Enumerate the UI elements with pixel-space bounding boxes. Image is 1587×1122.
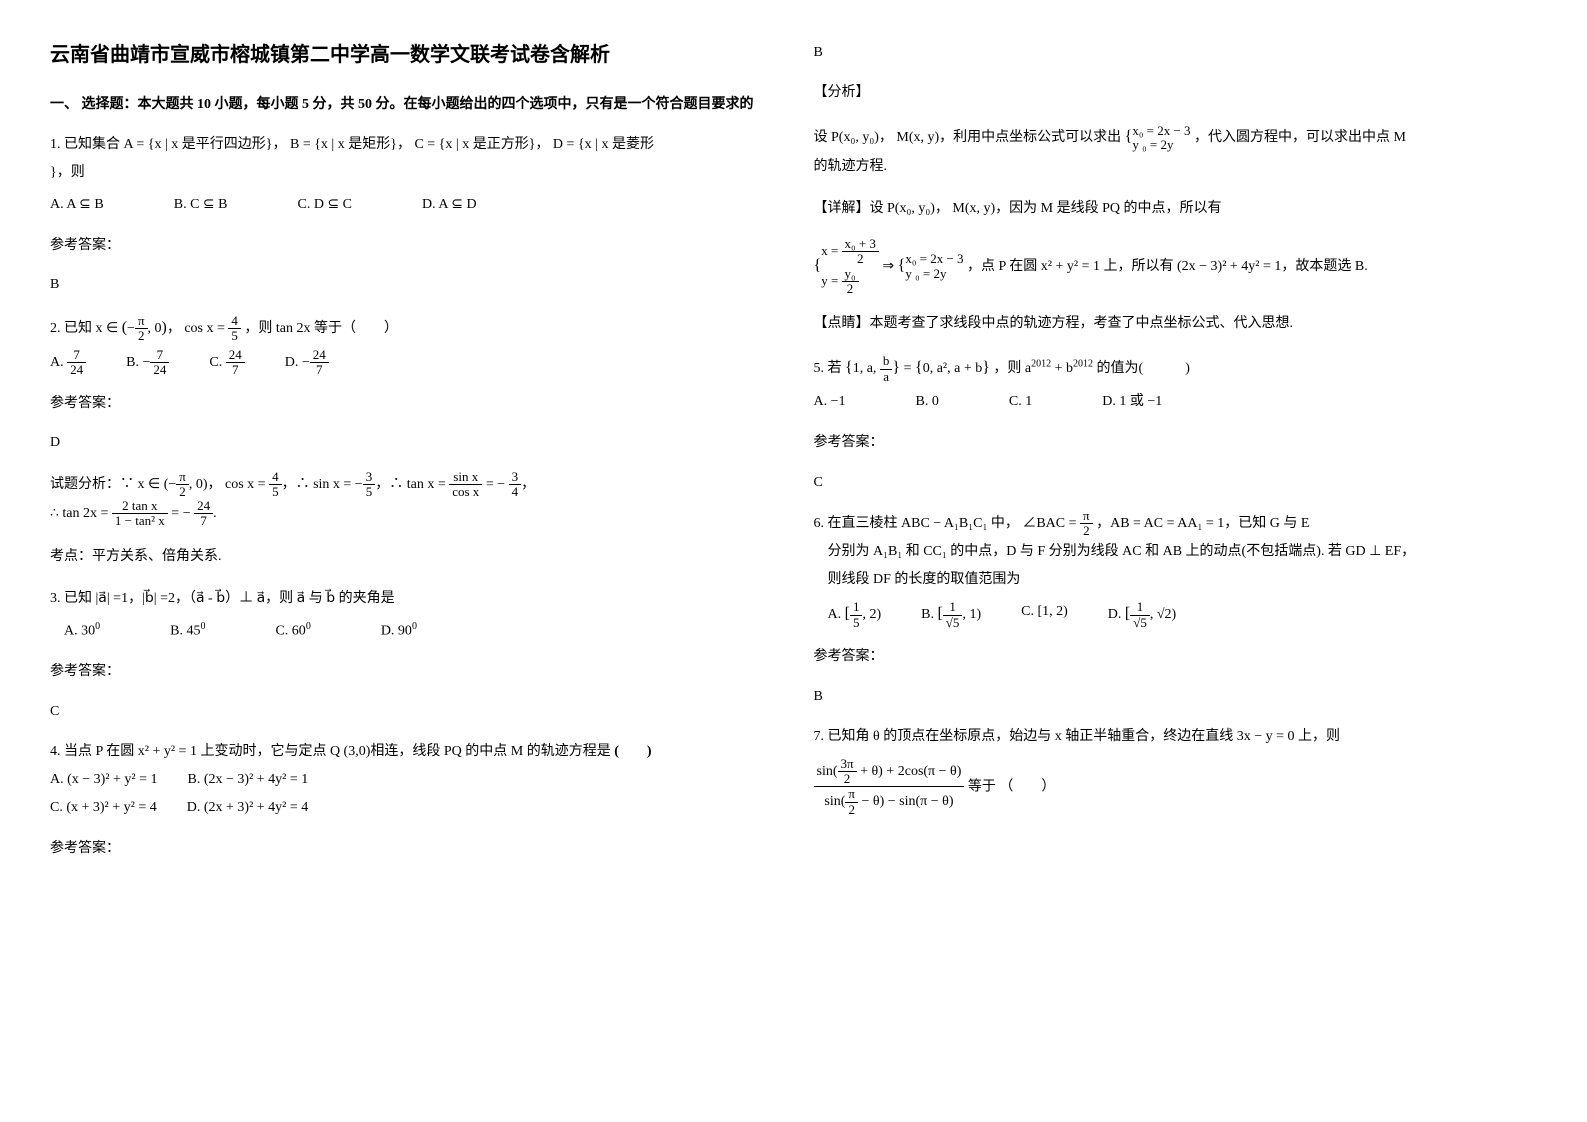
q2-tan-l: tan x = (407, 477, 446, 492)
q2-dd: 7 (310, 363, 329, 377)
question-5: 5. 若 {1, a, ba} = {0, a², a + b} ，则 a201… (814, 352, 1538, 416)
q4-analysis-title: 【分析】 (814, 79, 1538, 107)
q4-opt-d: D. (2x + 3)² + 4y² = 4 (187, 794, 309, 822)
q1-opt-d: D. A ⊆ D (422, 191, 477, 219)
q1-opt-c: C. D ⊆ C (298, 191, 353, 219)
q4-answer: B (814, 40, 1538, 65)
q2-an: 7 (67, 348, 86, 363)
q2-suffix: ，则 tan 2x 等于（ ） (244, 321, 398, 336)
q5-b: B. 0 (916, 388, 939, 416)
q2-answer: D (50, 430, 774, 455)
q2-cdd: 7 (226, 363, 245, 377)
q1-opt-b: B. C ⊆ B (174, 191, 228, 219)
q1-answer-label: 参考答案： (50, 233, 774, 258)
q2-analysis: 试题分析：∵ x ∈ (−π2, 0)， cos x = 45，∴ sin x … (50, 470, 774, 529)
q3-answer: C (50, 699, 774, 724)
q3-d: D. 90 (381, 623, 412, 638)
q1-stem-a: 1. 已知集合 A = {x | x 是平行四边形}， B = {x | x 是… (50, 131, 774, 159)
q2-la: A. (50, 355, 64, 370)
question-7: 7. 已知角 θ 的顶点在坐标原点，始边与 x 轴正半轴重合，终边在直线 3x … (814, 723, 1538, 817)
q4-paren: ( ) (614, 744, 651, 759)
question-1: 1. 已知集合 A = {x | x 是平行四边形}， B = {x | x 是… (50, 131, 774, 219)
q2-ld: D. (285, 355, 299, 370)
q2-td: 4 (509, 485, 522, 499)
q2-bn: 7 (150, 348, 169, 363)
q4-analysis-sys: { x = x₀ + 32 y = y₀2 ⇒ {x₀ = 2x − 3y ₀ … (814, 237, 1538, 296)
q2-l3t: 2 tan x (112, 499, 168, 514)
question-4: 4. 当点 P 在圆 x² + y² = 1 上变动时，它与定点 Q (3,0)… (50, 738, 774, 822)
q2-l3a: tan 2x = (62, 506, 108, 521)
q1-answer: B (50, 272, 774, 297)
q2-sd: 5 (363, 485, 376, 499)
q2-ad: 24 (67, 363, 86, 377)
arrow-icon: ⇒ (882, 259, 894, 274)
q4-analysis-p2: 【详解】设 P(x₀, y₀)， M(x, y)，因为 M 是线段 PQ 的中点… (814, 195, 1538, 223)
q2-x-in: x ∈ (96, 321, 119, 336)
section1-heading: 一、 选择题：本大题共 10 小题，每小题 5 分，共 50 分。在每小题给出的… (50, 92, 774, 117)
q2-lb: B. (126, 355, 139, 370)
q2-l3rn: 24 (194, 499, 213, 514)
q2-options: A. 724 B. −724 C. 247 D. −247 (50, 348, 774, 378)
q2-tfb: cos x (449, 485, 482, 499)
q2-l3bt: 1 − tan² x (112, 514, 168, 528)
q3-stem: 3. 已知 |a⃗| =1，|b⃗| =2，（a⃗ - b⃗）⊥ a⃗，则 a⃗… (50, 585, 774, 613)
q5-answer: C (814, 470, 1538, 495)
page-title: 云南省曲靖市宣威市榕城镇第二中学高一数学文联考试卷含解析 (50, 40, 774, 70)
q2-cnn: 24 (226, 348, 245, 363)
q5-c: C. 1 (1009, 388, 1032, 416)
q2-cos: cos x = (184, 321, 225, 336)
q2-tn: 3 (509, 470, 522, 485)
q2-bd: 24 (150, 363, 169, 377)
q2-keypoint: 考点：平方关系、倍角关系. (50, 543, 774, 571)
q7-tail: 等于 （ ） (968, 779, 1056, 794)
q5-options: A. −1 B. 0 C. 1 D. 1 或 −1 (814, 388, 1538, 416)
q2-tft: sin x (449, 470, 482, 485)
q3-answer-label: 参考答案： (50, 659, 774, 684)
q6-answer: B (814, 684, 1538, 709)
q2-pi-d: 2 (135, 329, 148, 343)
q4-opt-a: A. (x − 3)² + y² = 1 (50, 766, 158, 794)
q1-opt-a: A. A ⊆ B (50, 191, 104, 219)
q2-l3rd: 7 (194, 514, 213, 528)
q4-opt-b: B. (2x − 3)² + 4y² = 1 (188, 766, 309, 794)
question-3: 3. 已知 |a⃗| =1，|b⃗| =2，（a⃗ - b⃗）⊥ a⃗，则 a⃗… (50, 585, 774, 646)
q3-a: A. 30 (64, 623, 95, 638)
left-column: 云南省曲靖市宣威市榕城镇第二中学高一数学文联考试卷含解析 一、 选择题：本大题共… (50, 40, 774, 1082)
q5-d: D. 1 或 −1 (1102, 388, 1162, 416)
q2-sn: 3 (363, 470, 376, 485)
q4-analysis-p1: 设 P(x₀, y₀)， M(x, y)，利用中点坐标公式可以求出 {x₀ = … (814, 121, 1538, 181)
q2-cd: 5 (228, 329, 241, 343)
q2-te: = − (486, 477, 505, 492)
q5-answer-label: 参考答案： (814, 430, 1538, 455)
q1-options: A. A ⊆ B B. C ⊆ B C. D ⊆ C D. A ⊆ D (50, 191, 774, 219)
q2-lc: C. (209, 355, 222, 370)
q2-sin-l: sin x = − (313, 477, 363, 492)
q2-an-lbl: 试题分析：∵ (50, 477, 134, 492)
q3-b: B. 45 (170, 623, 200, 638)
right-column: B 【分析】 设 P(x₀, y₀)， M(x, y)，利用中点坐标公式可以求出… (814, 40, 1538, 1082)
question-2: 2. 已知 x ∈ (−π2, 0)， cos x = 45 ，则 tan 2x… (50, 312, 774, 378)
question-6: 6. 在直三棱柱 ABC − A₁B₁C₁ 中， ∠BAC = π2 ，AB =… (814, 509, 1538, 631)
q4-stem: 4. 当点 P 在圆 x² + y² = 1 上变动时，它与定点 Q (3,0)… (50, 744, 611, 759)
q7-stem: 7. 已知角 θ 的顶点在坐标原点，始边与 x 轴正半轴重合，终边在直线 3x … (814, 723, 1538, 751)
q4-answer-label: 参考答案： (50, 836, 774, 861)
q6-answer-label: 参考答案： (814, 644, 1538, 669)
q3-options: A. 300 B. 450 C. 600 D. 900 (64, 617, 774, 646)
q2-pi-n: π (135, 314, 148, 329)
q1-stem-b: }，则 (50, 159, 774, 187)
q2-cn: 4 (228, 314, 241, 329)
q4-dianjing: 【点睛】本题考查了求线段中点的轨迹方程，考查了中点坐标公式、代入思想. (814, 310, 1538, 338)
q2-l3b: = − (171, 506, 190, 521)
q5-a: A. −1 (814, 388, 846, 416)
q4-opt-c: C. (x + 3)² + y² = 4 (50, 794, 157, 822)
q6-options: A. [15, 2) B. [1√5, 1) C. [1, 2) D. [1√5… (828, 598, 1538, 630)
q2-dn: 24 (310, 348, 329, 363)
q2-prefix: 2. 已知 (50, 321, 92, 336)
q2-answer-label: 参考答案： (50, 391, 774, 416)
q3-c: C. 60 (275, 623, 305, 638)
